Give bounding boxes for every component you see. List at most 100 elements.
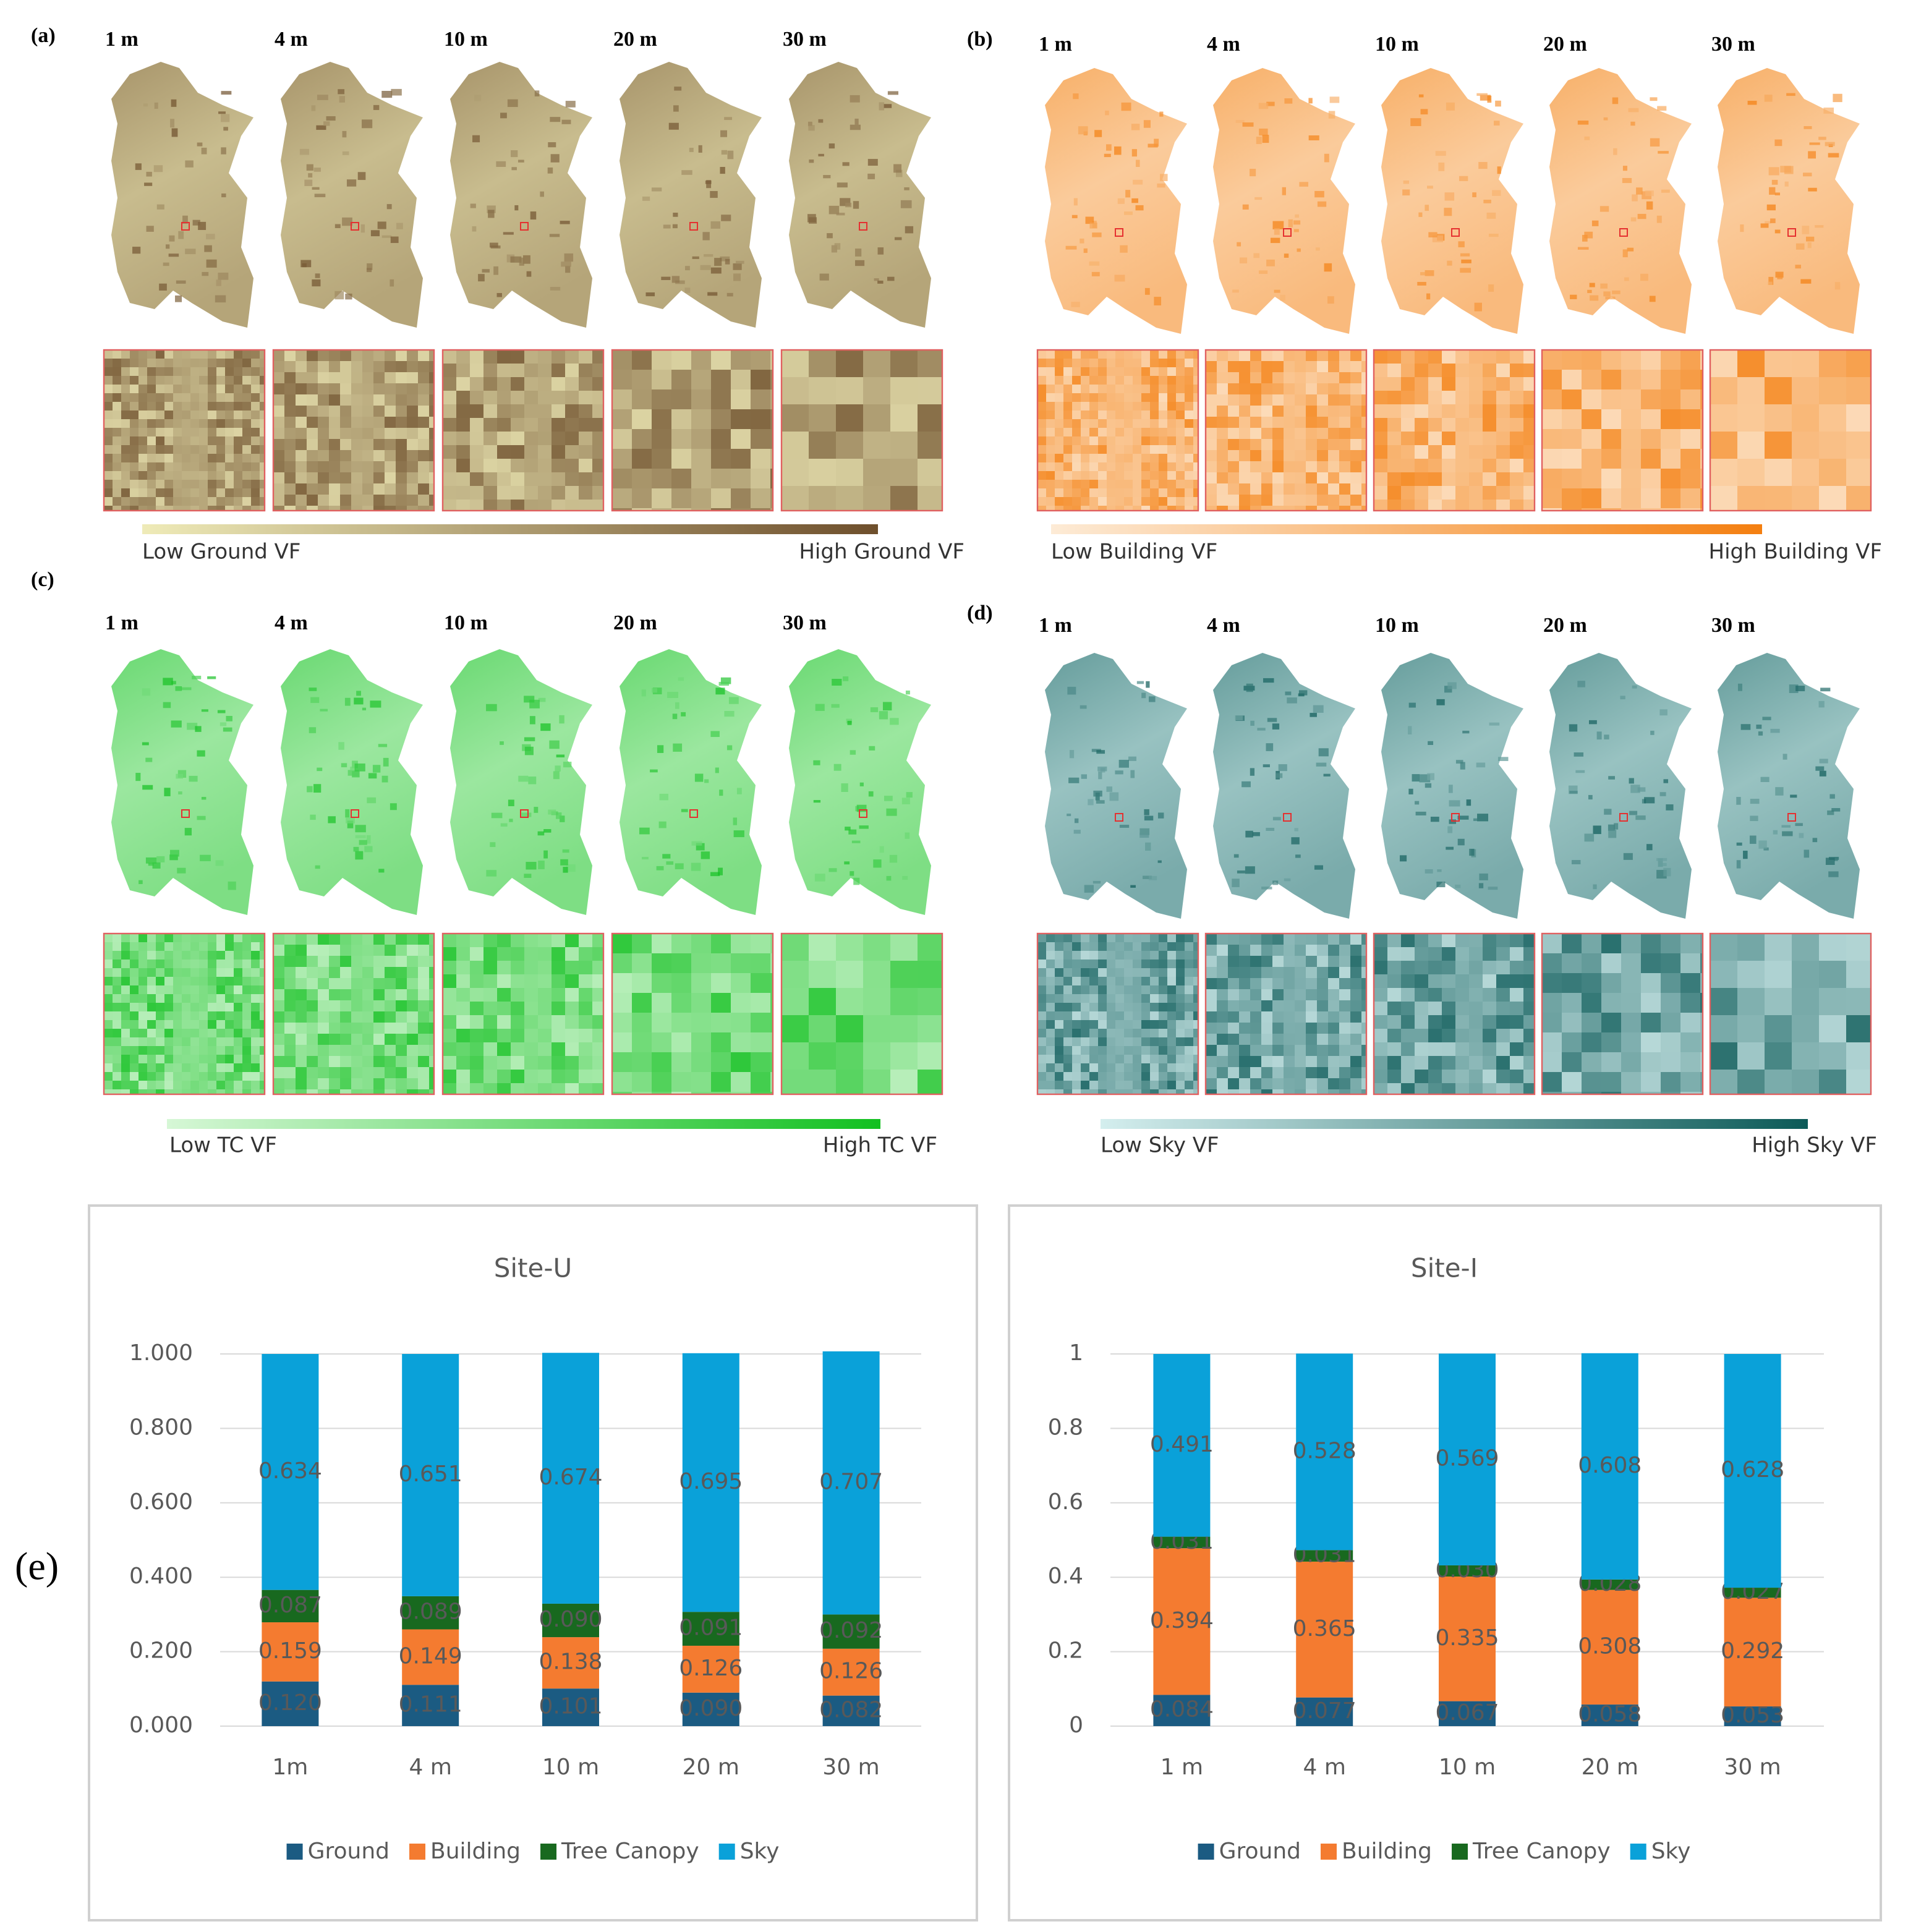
zoom-cell — [418, 989, 429, 1000]
zoom-cell — [524, 459, 538, 472]
zoom-cell — [1284, 472, 1295, 483]
zoom-cell — [351, 967, 362, 978]
zoom-cell — [1072, 1063, 1081, 1072]
zoom-cell — [182, 445, 190, 454]
zoom-cell — [1150, 445, 1159, 454]
map-texture — [1624, 277, 1629, 281]
zoom-cell — [1167, 1020, 1176, 1029]
map-texture — [1458, 241, 1465, 247]
zoom-cell — [216, 350, 225, 359]
zoom-cell — [199, 934, 208, 942]
map-texture — [564, 253, 574, 262]
zoom-cell — [1081, 951, 1089, 960]
zoom-cell — [1582, 409, 1601, 429]
zoom-cell — [1680, 389, 1700, 409]
zoom-cell — [1124, 471, 1133, 480]
zoom-cell — [1193, 985, 1198, 994]
zoom-cell — [890, 404, 918, 432]
map-texture — [1825, 142, 1835, 147]
zoom-cell — [1141, 488, 1150, 497]
zoom-cell — [1284, 967, 1295, 978]
zoom-cell — [418, 506, 429, 511]
zoom-cell — [1428, 445, 1442, 459]
zoom-cell — [443, 961, 456, 974]
zoom-cell — [173, 1029, 182, 1037]
map-texture — [813, 800, 821, 803]
zoom-cell — [1115, 977, 1124, 985]
zoom-cell — [671, 389, 691, 409]
map-texture — [894, 237, 902, 240]
zoom-cell — [1455, 988, 1469, 1002]
zoom-cell — [164, 1029, 173, 1037]
zoom-cell — [113, 1003, 121, 1011]
zoom-cell — [1284, 1056, 1295, 1067]
zoom-cell — [1680, 488, 1700, 508]
zoom-cell — [1176, 445, 1185, 454]
zoom-cell — [1641, 993, 1661, 1013]
zoom-cell — [104, 506, 113, 511]
zoom-cell — [113, 506, 121, 511]
map-texture — [556, 812, 562, 819]
zoom-cell — [1107, 1037, 1115, 1046]
zoom-cell — [225, 1003, 234, 1011]
zoom-cell — [1217, 934, 1228, 945]
zoom-cell — [1680, 370, 1700, 389]
map-texture — [1400, 855, 1407, 862]
map-texture — [656, 866, 664, 870]
map-texture — [1818, 700, 1825, 708]
zoom-cell — [407, 428, 418, 439]
map-texture — [1637, 787, 1646, 792]
zoom-cell — [836, 432, 863, 459]
zoom-cell — [1250, 406, 1261, 417]
resolution-label: 20 m — [1543, 33, 1587, 56]
zoom-cell — [1063, 480, 1072, 488]
zoom-cell — [1063, 934, 1072, 942]
zoom-cell — [1239, 934, 1250, 945]
zoom-cell — [1185, 411, 1193, 419]
zoom-cell — [770, 409, 773, 429]
map-texture — [1438, 162, 1445, 171]
zoom-cell — [1081, 350, 1089, 359]
zoom-cell — [418, 1067, 429, 1078]
zoom-cell — [1361, 1000, 1366, 1011]
bar-segment — [262, 1622, 319, 1682]
zoom-cell — [242, 1029, 251, 1037]
zoom-cell — [1167, 359, 1176, 367]
zoom-cell — [1317, 361, 1328, 372]
map-texture — [346, 179, 357, 187]
zoom-cell — [1661, 934, 1680, 953]
map-texture — [138, 880, 143, 884]
zoom-cell — [1115, 402, 1124, 411]
x-tick-label: 30 m — [1724, 1755, 1781, 1780]
zoom-cell — [1115, 960, 1124, 968]
zoom-cell — [104, 411, 113, 419]
zoom-cell — [1765, 1070, 1792, 1094]
zoom-cell — [396, 945, 407, 956]
zoom-cell — [1455, 418, 1469, 432]
zoom-cell — [1239, 406, 1250, 417]
zoom-cell — [1272, 439, 1284, 450]
map-texture — [1274, 228, 1280, 235]
map-texture — [1258, 103, 1269, 109]
zoom-cell — [242, 419, 251, 428]
zoom-cell — [138, 480, 147, 488]
zoom-frame — [1204, 349, 1368, 512]
map-texture — [356, 691, 361, 696]
zoom-cell — [1072, 985, 1081, 994]
zoom-cell — [1072, 1055, 1081, 1063]
map-texture — [836, 213, 845, 216]
map-texture — [510, 256, 522, 263]
zoom-cell — [1680, 953, 1700, 973]
zoom-cell — [113, 411, 121, 419]
zoom-cell — [1159, 428, 1167, 436]
zoom-cell — [407, 406, 418, 417]
map-texture — [519, 257, 524, 266]
zoom-cell — [1510, 947, 1523, 961]
zoom-cell — [1661, 973, 1680, 993]
zoom-cell — [1510, 1042, 1523, 1056]
zoom-cell — [770, 973, 773, 993]
zoom-cell — [470, 947, 483, 961]
map-texture — [1242, 204, 1249, 210]
zoom-cell — [1124, 968, 1133, 977]
